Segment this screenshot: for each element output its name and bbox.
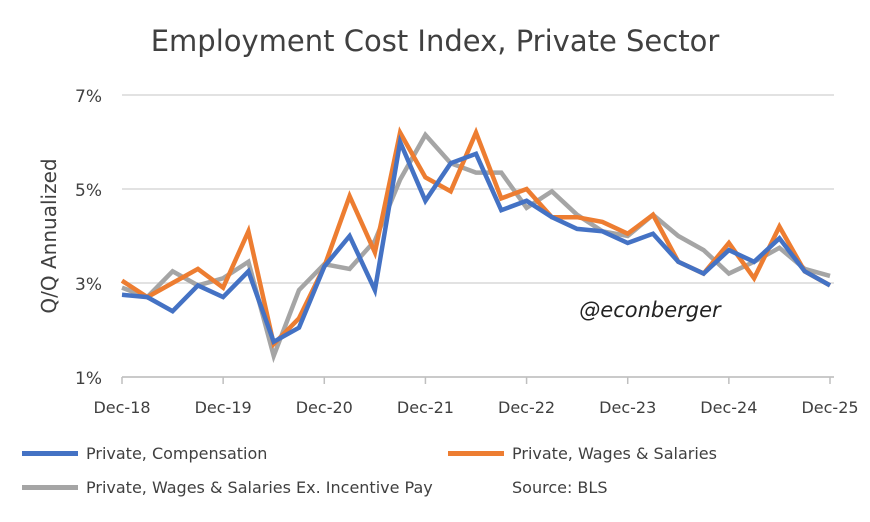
watermark-handle: @econberger — [579, 298, 722, 322]
source-note: Source: BLS — [512, 478, 608, 497]
legend-label: Private, Wages & Salaries Ex. Incentive … — [86, 478, 433, 497]
y-tick-label: 5% — [75, 181, 102, 201]
legend-swatch-compensation — [22, 451, 78, 456]
x-tick-label: Dec-21 — [397, 398, 454, 417]
legend-label: Private, Compensation — [86, 444, 268, 463]
legend-item-compensation: Private, Compensation — [22, 444, 267, 463]
x-tick-label: Dec-19 — [195, 398, 252, 417]
x-tick-label: Dec-22 — [498, 398, 555, 417]
x-tick-label: Dec-20 — [296, 398, 353, 417]
chart-title: Employment Cost Index, Private Sector — [150, 24, 720, 58]
series-line-2 — [120, 126, 832, 349]
x-tick-label: Dec-24 — [700, 398, 757, 417]
legend-label: Private, Wages & Salaries — [512, 444, 717, 463]
legend-item-wages-ex-incentive: Private, Wages & Salaries Ex. Incentive … — [22, 478, 433, 497]
legend-swatch-wages — [448, 451, 504, 456]
y-tick-label: 1% — [75, 369, 102, 389]
legend-swatch-wages-ex-incentive — [22, 485, 78, 490]
series-line-3 — [121, 131, 831, 364]
y-axis-label: Q/Q Annualized — [37, 158, 61, 313]
legend-item-wages: Private, Wages & Salaries — [448, 444, 717, 463]
x-tick-label: Dec-25 — [801, 398, 858, 417]
x-tick-label: Dec-23 — [599, 398, 656, 417]
y-tick-label: 7% — [75, 87, 102, 107]
x-tick-label: Dec-18 — [93, 398, 150, 417]
y-tick-label: 3% — [75, 275, 102, 295]
